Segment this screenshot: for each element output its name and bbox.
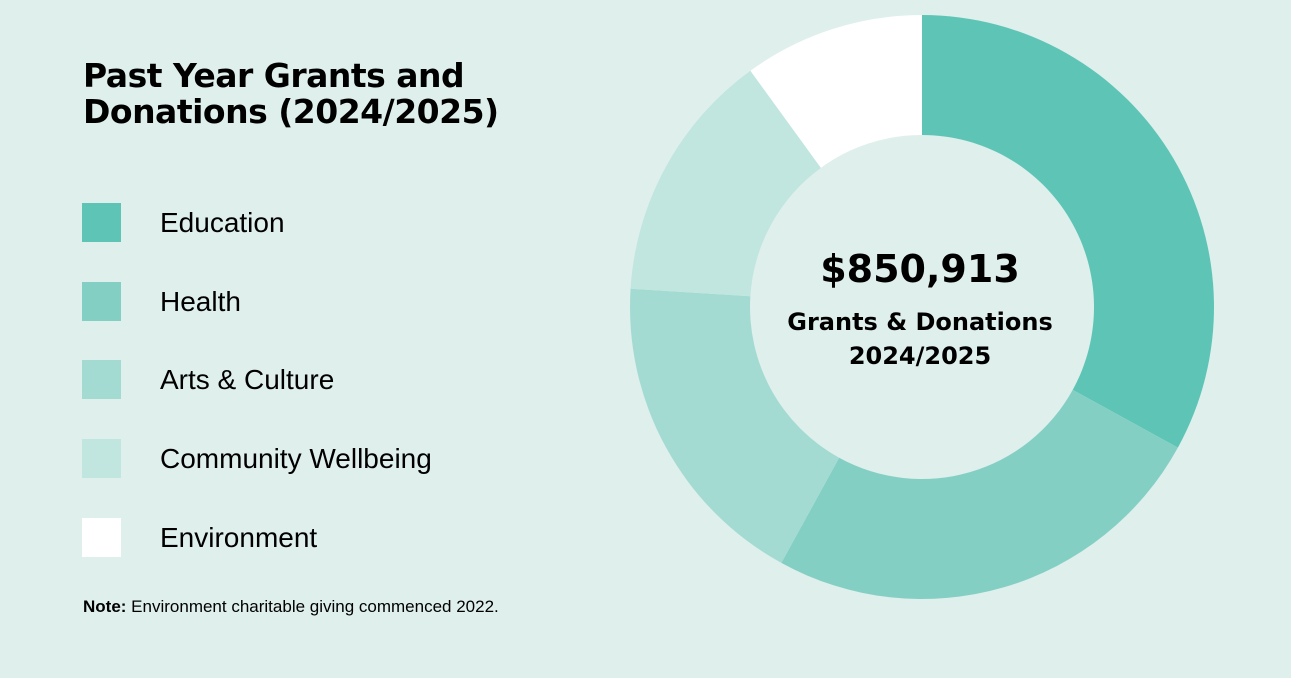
footnote-text: Environment charitable giving commenced …	[126, 597, 499, 616]
legend-label-arts-culture: Arts & Culture	[160, 364, 335, 395]
center-total-label: Grants & Donations 2024/2025	[760, 305, 1080, 373]
donut-slice-community-wellbeing	[630, 70, 821, 297]
footnote-prefix: Note:	[83, 597, 127, 616]
donut-slice-environment	[750, 15, 922, 168]
donut-slice-education	[922, 15, 1215, 448]
legend-label-health: Health	[160, 286, 241, 317]
chart-title: Past Year Grants and Donations (2024/202…	[83, 58, 603, 130]
footnote: Note: Environment charitable giving comm…	[83, 597, 499, 617]
chart-title-line-1: Past Year Grants and	[83, 56, 465, 95]
legend-label-community-wellbeing: Community Wellbeing	[160, 443, 432, 474]
legend-item-arts-culture: Arts & Culture	[82, 360, 502, 399]
legend-label-education: Education	[160, 207, 285, 238]
center-total-value: $850,913	[820, 247, 1020, 291]
chart-title-line-2: Donations (2024/2025)	[83, 92, 499, 131]
center-label-line-2: 2024/2025	[848, 342, 992, 370]
donut-slices	[630, 15, 1215, 599]
center-label-line-1: Grants & Donations	[787, 308, 1053, 336]
legend-item-education: Education	[82, 203, 502, 242]
donut-slice-arts-culture	[630, 288, 840, 563]
legend-swatch-community-wellbeing	[82, 439, 121, 478]
legend-swatch-education	[82, 203, 121, 242]
legend-item-health: Health	[82, 282, 502, 321]
legend-item-community-wellbeing: Community Wellbeing	[82, 439, 502, 478]
legend-label-environment: Environment	[160, 522, 318, 553]
legend-swatch-health	[82, 282, 121, 321]
donut-slice-health	[781, 389, 1178, 599]
legend-swatch-arts-culture	[82, 360, 121, 399]
legend-swatch-environment	[82, 518, 121, 557]
legend-item-environment: Environment	[82, 518, 502, 557]
